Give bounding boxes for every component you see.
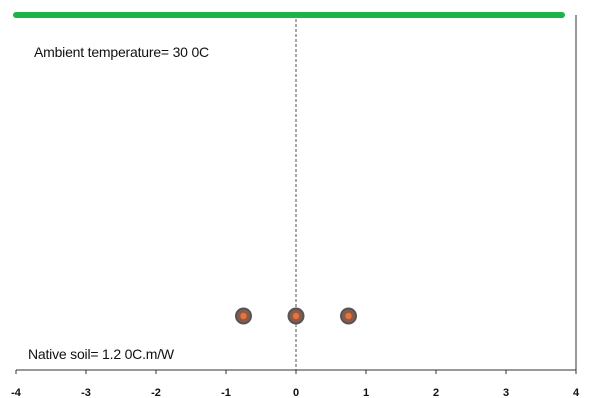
cable — [340, 307, 357, 325]
cable — [235, 307, 252, 325]
x-tick-label: -3 — [81, 387, 91, 398]
cable-core — [292, 312, 300, 320]
x-axis-ticks — [15, 370, 577, 374]
cable-core — [345, 312, 352, 320]
x-tick-label: 0 — [293, 387, 299, 398]
ambient-temperature-label: Ambient temperature= 30 0C — [34, 44, 209, 60]
cables-group — [235, 307, 357, 325]
x-tick-label: -4 — [11, 387, 22, 398]
x-tick-label: 1 — [363, 387, 369, 398]
cable — [287, 307, 305, 325]
x-tick-label: -1 — [221, 387, 231, 398]
x-tick-label: 2 — [433, 387, 439, 398]
x-tick-label: 3 — [503, 387, 509, 398]
cable-core — [240, 312, 247, 320]
native-soil-label: Native soil= 1.2 0C.m/W — [28, 346, 174, 362]
x-tick-label: 4 — [573, 387, 580, 398]
x-axis-tick-labels: -4 -3 -2 -1 0 1 2 3 4 — [11, 387, 580, 398]
x-tick-label: -2 — [151, 387, 161, 398]
